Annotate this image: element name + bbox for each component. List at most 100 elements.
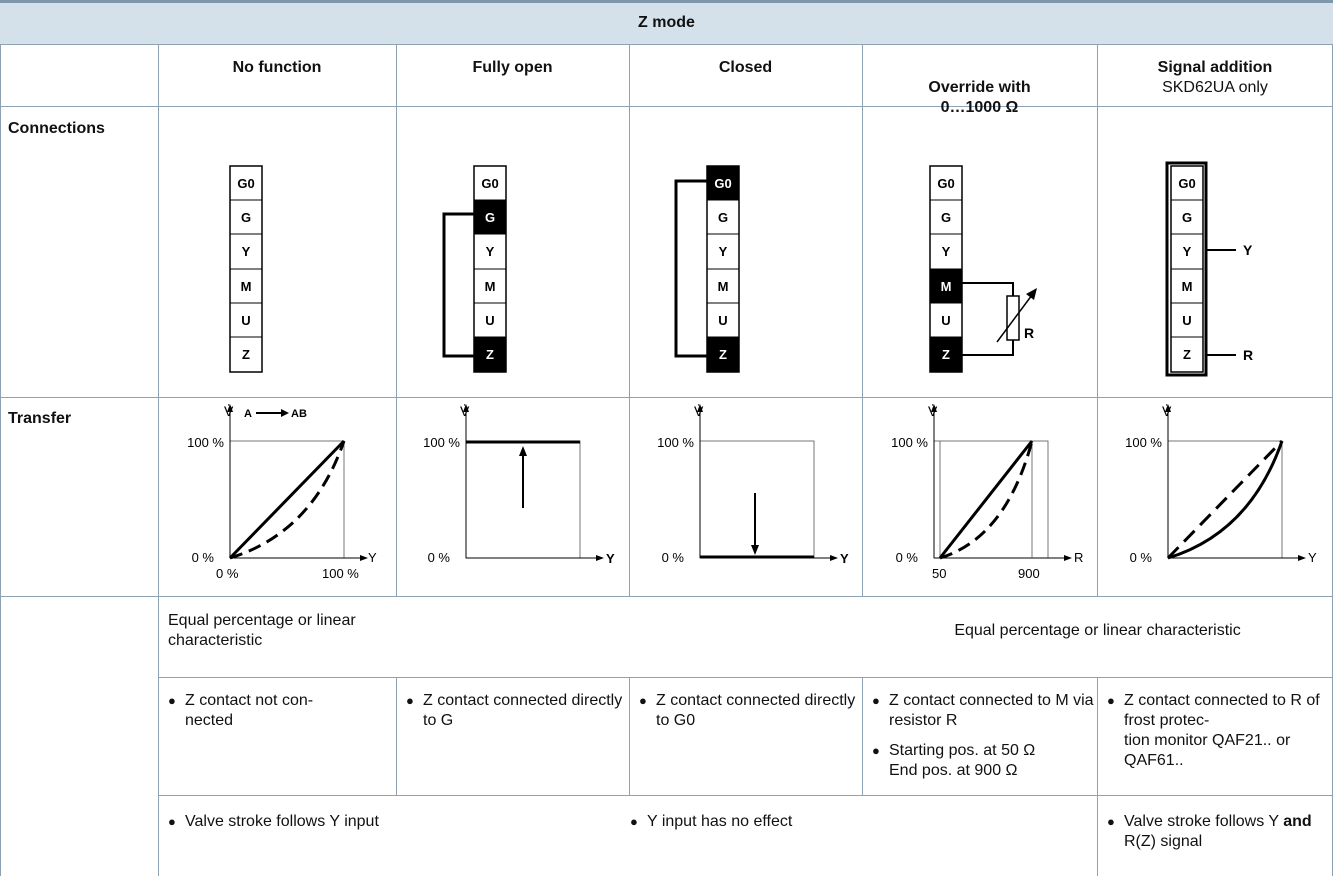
terminal-g: G [941, 210, 951, 225]
terminal-z: Z [486, 347, 494, 362]
y-axis-label: Y [606, 551, 615, 566]
title-band [0, 0, 1333, 44]
v-axis-label: V̇ [928, 403, 938, 419]
jumper-wire [442, 212, 474, 358]
terminal-g0: G0 [481, 176, 498, 191]
terminal-z: Z [719, 347, 727, 362]
terminal-y: Y [486, 244, 495, 259]
equal-percentage-curve [1167, 440, 1284, 560]
terminal-z: Z [1183, 347, 1191, 362]
terminal-g0: G0 [714, 176, 731, 191]
terminal-block [1170, 165, 1204, 373]
v-axis-arrow-icon [463, 404, 469, 412]
col-title: Signal addition [1157, 59, 1273, 76]
terminal-m: M [1182, 279, 1193, 294]
v-axis-arrow-icon [227, 404, 233, 412]
contact-note-fully-open: Z contact connected directly to G [406, 691, 635, 731]
stroke-note-text: Valve stroke follows Y [1124, 813, 1284, 830]
col-header-signal-addition: Signal addition SKD62UA only [1097, 58, 1333, 118]
v-axis-arrow-icon [931, 404, 937, 412]
v-axis-arrow-icon [1165, 404, 1171, 412]
jumper-wire [674, 179, 707, 358]
tick-100-v: 100 % [423, 435, 460, 450]
variable-arrow-icon [996, 288, 1037, 343]
resistor-wire-bottom [962, 340, 1014, 356]
transfer-chart-closed: V̇ 100 % 0 % Y [657, 403, 849, 566]
v-axis-label: V̇ [460, 403, 470, 419]
flow-from-label: A [244, 408, 252, 420]
y-axis-label: Y [1308, 550, 1317, 565]
col-title: Fully open [472, 59, 553, 76]
characteristic-override-signal: Equal percentage or linear characteristi… [954, 622, 1241, 639]
resistor-wire-top [962, 282, 1014, 296]
grid-line [0, 44, 1, 876]
tick-0-v: 0 % [192, 550, 215, 565]
col-title: Override with 0…1000 Ω [928, 79, 1031, 116]
terminal-z-active [707, 337, 739, 372]
connection-diagram-closed: G0 G Y M U Z [674, 165, 740, 373]
terminal-g-active [474, 200, 506, 234]
grid-line [862, 44, 863, 597]
col-title: Closed [718, 59, 773, 76]
terminal-m: M [718, 279, 729, 294]
terminal-y: Y [1183, 244, 1192, 259]
tick-100-v: 100 % [1125, 435, 1162, 450]
contact-note-override: Z contact connected to M via resistor R [872, 691, 1104, 731]
grid-line [158, 44, 159, 876]
flow-arrow-icon [281, 409, 289, 417]
y-axis-arrow-icon [596, 555, 604, 561]
terminal-m: M [485, 279, 496, 294]
terminal-y: Y [719, 244, 728, 259]
terminal-m: M [941, 279, 952, 294]
tick-100-v: 100 % [187, 435, 224, 450]
terminal-z: Z [242, 347, 250, 362]
equal-percentage-curve [229, 440, 346, 560]
row-label-transfer: Transfer [8, 410, 72, 427]
terminal-g: G [1182, 210, 1192, 225]
col-subtitle: SKD62UA only [1162, 79, 1268, 96]
terminal-z-active [930, 337, 962, 372]
tick-0-v: 0 % [662, 550, 685, 565]
tick-0-v: 0 % [1130, 550, 1153, 565]
terminal-z-active [474, 337, 506, 372]
stroke-note-no-function: Valve stroke follows Y input [168, 812, 400, 832]
terminal-m: M [241, 279, 252, 294]
tick-0-v: 0 % [896, 550, 919, 565]
grid-line [0, 106, 1333, 107]
resistor-symbol [1006, 295, 1020, 341]
terminal-u: U [941, 313, 950, 328]
terminal-g0: G0 [237, 176, 254, 191]
tick-900: 900 [1018, 566, 1040, 581]
contact-note-positions: Starting pos. at 50 Ω End pos. at 900 Ω [872, 741, 1104, 781]
tick-100-v: 100 % [891, 435, 928, 450]
table-title: Z mode [638, 14, 695, 31]
stroke-note-no-effect: Y input has no effect [630, 812, 867, 832]
linear-curve [938, 440, 1034, 559]
y-axis-arrow-icon [1298, 555, 1306, 561]
stroke-note-bold: and [1283, 813, 1312, 830]
y-axis-arrow-icon [830, 555, 838, 561]
connection-diagram-fully-open: G0 G Y M U Z [442, 165, 507, 373]
connection-diagram-override: R G0 G Y M U Z [929, 165, 1037, 373]
terminal-block [929, 165, 963, 373]
flow-to-label: AB [291, 408, 307, 420]
terminal-g: G [718, 210, 728, 225]
terminal-y: Y [242, 244, 251, 259]
tick-100-v: 100 % [657, 435, 694, 450]
terminal-u: U [1182, 313, 1191, 328]
connection-diagram-no-function: G0 G Y M U Z [229, 165, 263, 373]
terminal-block [473, 165, 507, 373]
v-axis-label: V̇ [224, 403, 234, 419]
plot-frame [699, 440, 815, 559]
contact-note-no-function: Z contact not con- nected [168, 691, 400, 731]
row-label-connections: Connections [8, 120, 105, 137]
terminal-g: G [241, 210, 251, 225]
y-signal-label: Y [1243, 242, 1253, 258]
r-axis-label: R [1074, 550, 1083, 565]
y-axis-label: Y [840, 551, 849, 566]
y-axis-label: Y [368, 550, 377, 565]
grid-line [158, 795, 1333, 796]
grid-line [629, 677, 630, 795]
transfer-chart-no-function: V̇ A AB 100 % 0 % Y 0 % 100 % [187, 403, 377, 581]
